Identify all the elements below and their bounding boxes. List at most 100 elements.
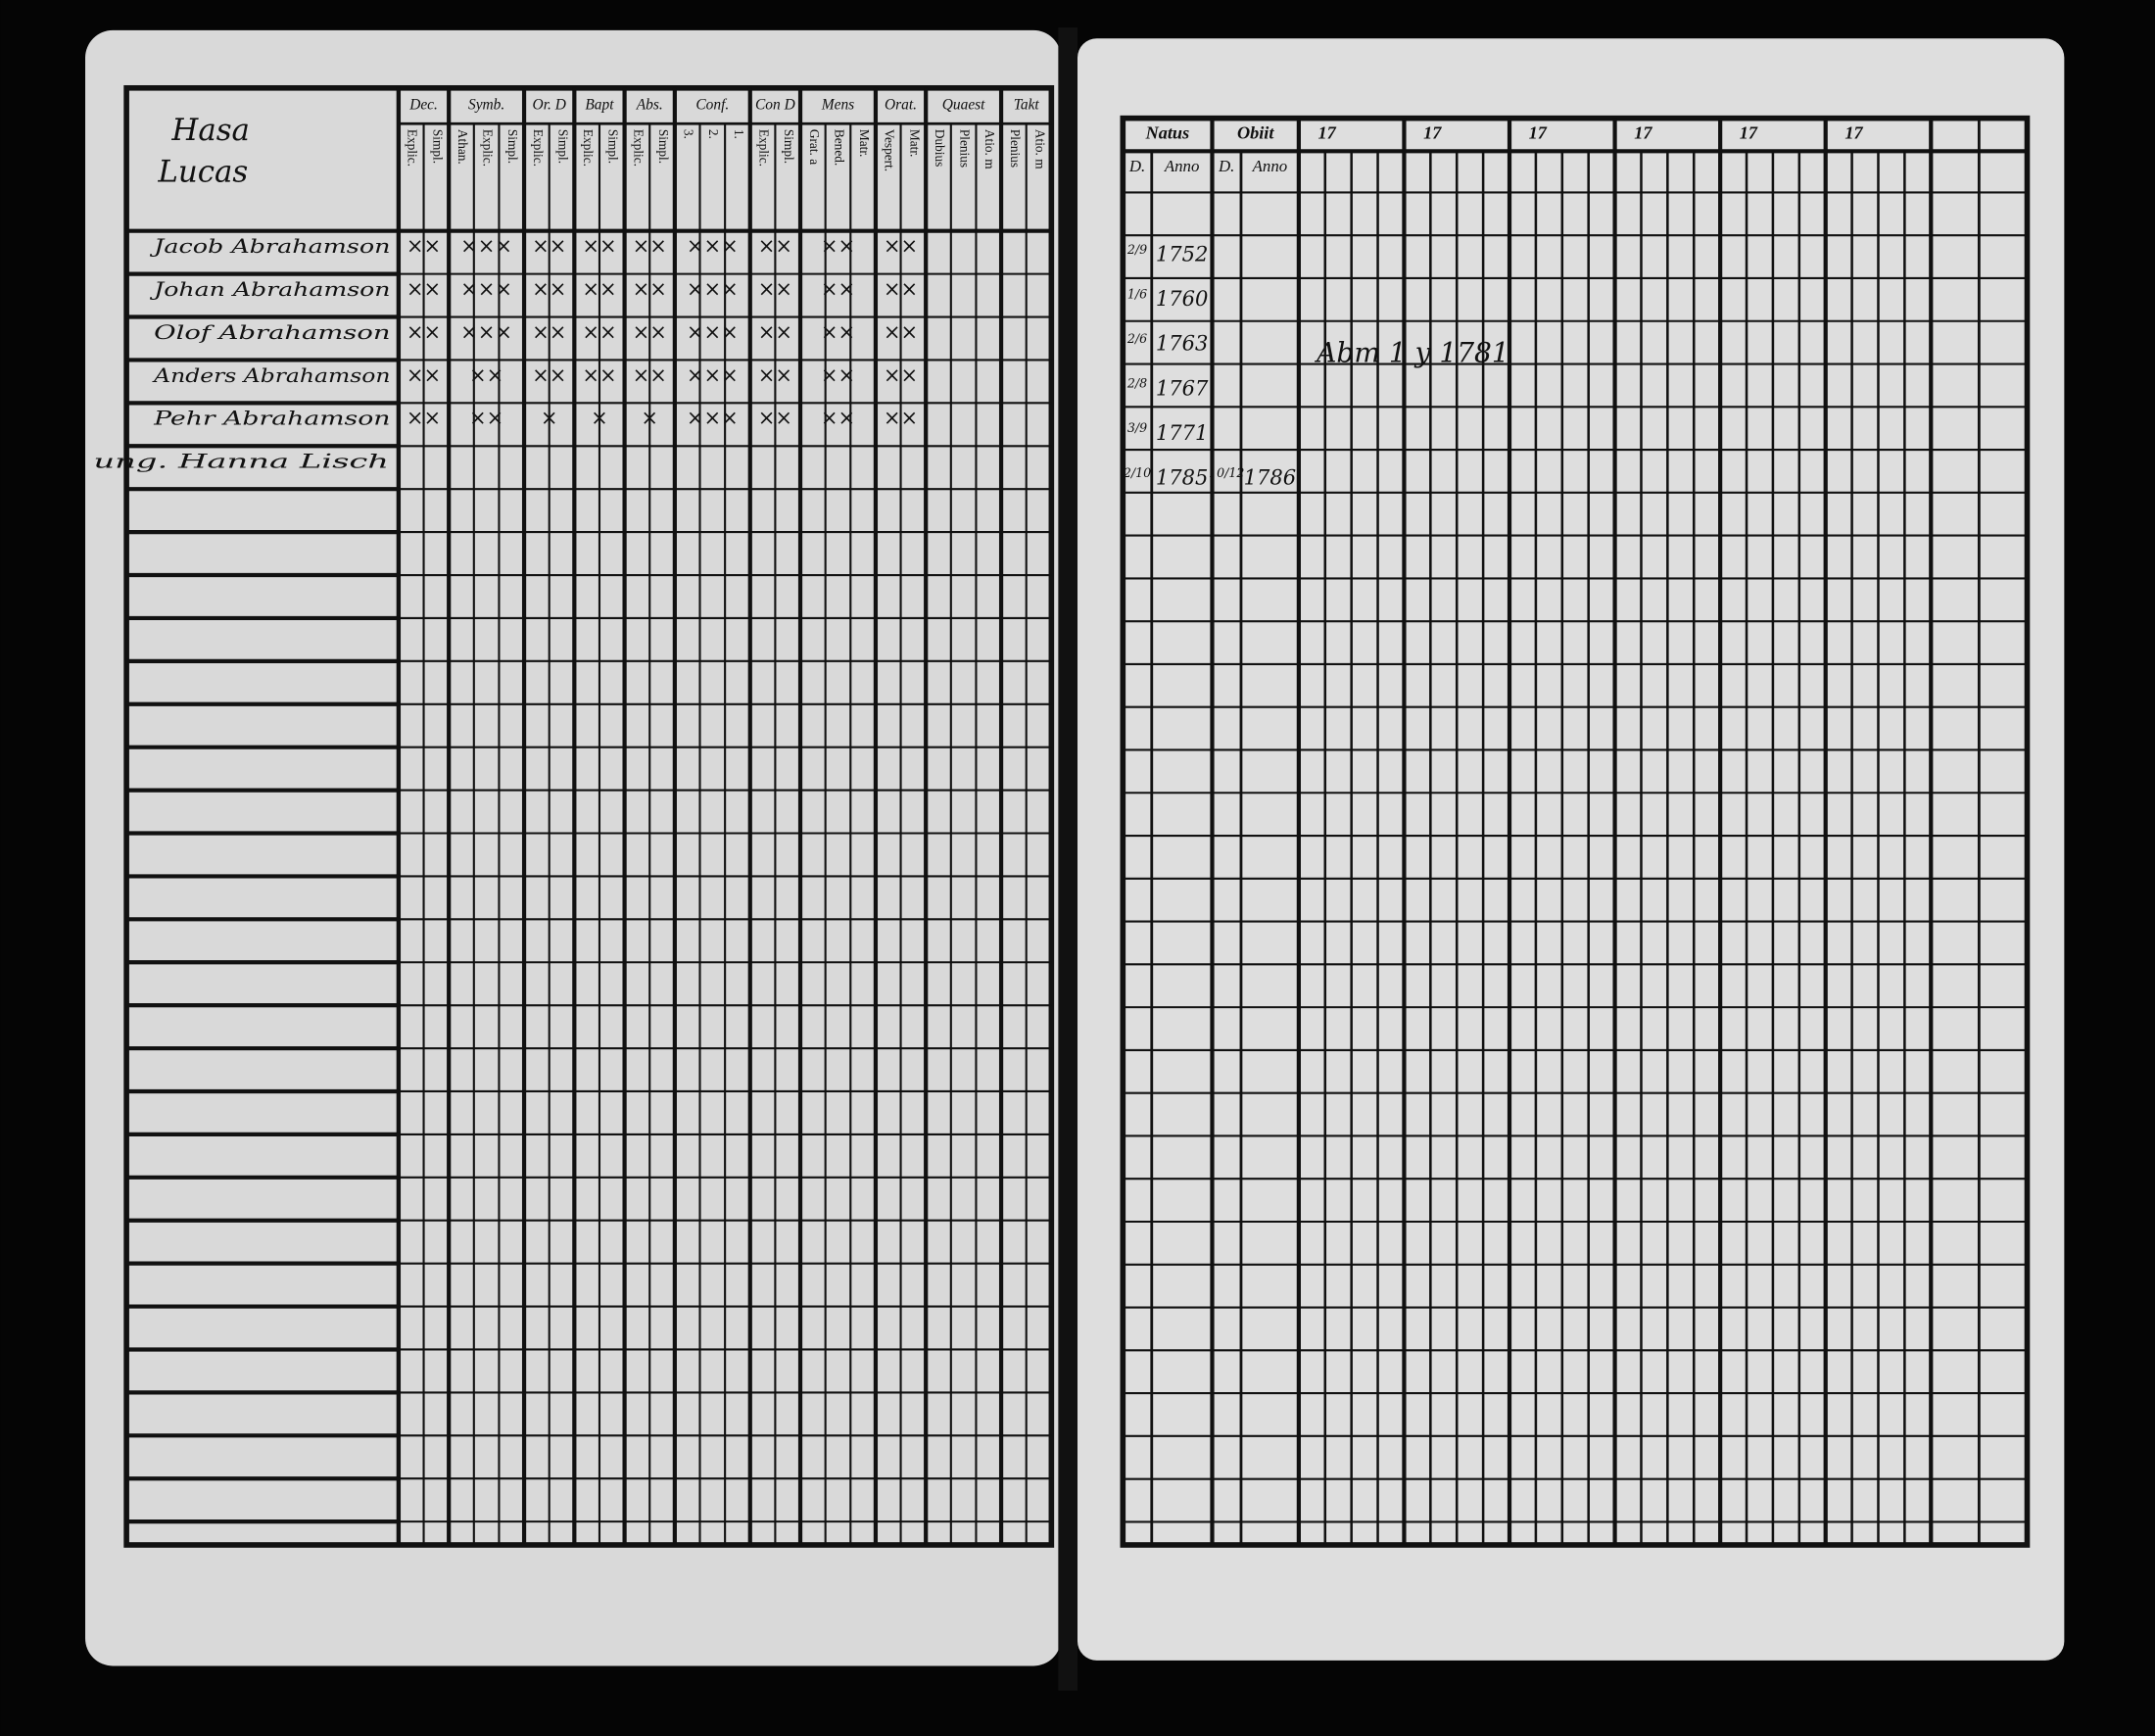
- entry-name: Olof Abrahamson: [154, 321, 390, 344]
- mark: ××: [407, 233, 441, 258]
- mark: ××: [532, 233, 566, 258]
- mark: ××: [407, 362, 441, 387]
- mark: ××: [532, 276, 566, 301]
- sub-header: Explic.: [581, 129, 596, 167]
- sub-header: 2.: [706, 129, 721, 139]
- mark: ××: [884, 406, 918, 430]
- mark: ××: [884, 276, 918, 301]
- group-header: Conf.: [695, 97, 729, 114]
- mark: ××: [469, 406, 503, 430]
- mark: ×××: [460, 233, 512, 258]
- register-title: Hasa: [170, 113, 250, 148]
- mark: ××: [884, 233, 918, 258]
- group-header: Bapt: [585, 97, 614, 114]
- group-header: 17: [1318, 123, 1337, 143]
- sub-header: Matr.: [857, 129, 872, 157]
- mark: ××: [758, 276, 792, 301]
- group-header: Dec.: [408, 97, 438, 114]
- birth-year: 1763: [1156, 331, 1209, 356]
- mark: ××: [582, 233, 616, 258]
- entry-name: Jacob Abrahamson: [149, 235, 390, 258]
- mark: ××: [633, 362, 667, 387]
- mark: ××: [758, 362, 792, 387]
- birth-year: 1767: [1156, 375, 1209, 400]
- birth-year: 1760: [1156, 286, 1209, 311]
- mark: ××: [469, 362, 503, 387]
- mark: ×××: [687, 233, 739, 258]
- sub-header: 3.: [682, 129, 696, 139]
- right-sheet: [1078, 38, 2065, 1661]
- group-header: Mens: [821, 97, 854, 114]
- mark: ×: [541, 406, 558, 430]
- mark: ××: [884, 362, 918, 387]
- sub-header: Plenius: [1008, 129, 1023, 168]
- mark: ××: [582, 276, 616, 301]
- birth-year: 1752: [1156, 241, 1209, 265]
- mark: ××: [633, 276, 667, 301]
- group-header: Quaest: [942, 97, 985, 114]
- mark: ××: [758, 406, 792, 430]
- mark: ×××: [460, 276, 512, 301]
- mark: ×: [641, 406, 658, 430]
- annotation: Abm 1 y 1781: [1314, 336, 1509, 368]
- birth-day: 1/6: [1127, 286, 1147, 301]
- group-header: 17: [1844, 123, 1863, 143]
- mark: ×××: [687, 406, 739, 430]
- mark: ××: [633, 319, 667, 344]
- group-header: 17: [1740, 123, 1758, 143]
- sub-header: Matr.: [907, 129, 922, 157]
- sub-header: Atio. m: [982, 129, 997, 169]
- sub-header: Anno: [1252, 157, 1288, 175]
- mark: ××: [821, 319, 855, 344]
- mark: ×××: [687, 362, 739, 387]
- sub-header: Simpl.: [606, 129, 621, 164]
- mark: ×: [591, 406, 608, 430]
- mark: ×××: [460, 319, 512, 344]
- birth-day: 2/10: [1123, 465, 1151, 480]
- sub-header: Explic.: [757, 129, 772, 167]
- birth-day: 2/9: [1126, 242, 1147, 257]
- mark: ××: [821, 362, 855, 387]
- mark: ××: [884, 319, 918, 344]
- mark: ××: [758, 319, 792, 344]
- sub-header: Simpl.: [430, 129, 445, 164]
- right-register: D. Anno D. Anno Natus Obiit 17 17 17 17 17 17 2/9 175…: [1120, 115, 2031, 1548]
- sub-header: D.: [1218, 157, 1234, 175]
- sub-header: Anno: [1164, 157, 1200, 175]
- sub-header: 1.: [732, 129, 746, 139]
- sub-header: Bened.: [832, 129, 846, 166]
- mark: ××: [582, 362, 616, 387]
- sub-header: Simpl.: [505, 129, 520, 164]
- sub-header: Explic.: [481, 129, 496, 167]
- mark: ×××: [687, 319, 739, 344]
- sub-header: Simpl.: [555, 129, 570, 164]
- death-day: 10/12: [1209, 465, 1244, 480]
- group-header: Obiit: [1237, 123, 1274, 143]
- sub-header: Dubius: [933, 129, 947, 167]
- register-title: Lucas: [157, 154, 248, 189]
- entry-name: Johan Abrahamson: [149, 278, 390, 301]
- mark: ××: [821, 276, 855, 301]
- mark: ××: [582, 319, 616, 344]
- group-header: Or. D: [533, 97, 566, 114]
- mark: ××: [407, 406, 441, 430]
- group-header: Natus: [1145, 123, 1190, 143]
- sub-header: Atio. m: [1032, 129, 1047, 169]
- table-frame: [123, 84, 1055, 1548]
- sub-header: Simpl.: [782, 129, 796, 164]
- sub-header: Explic.: [406, 129, 420, 167]
- birth-year: 1771: [1156, 420, 1209, 445]
- sub-header: Plenius: [958, 129, 973, 168]
- group-header: Abs.: [636, 97, 663, 114]
- mark: ××: [532, 319, 566, 344]
- table-frame: [1120, 115, 2031, 1548]
- mark: ××: [758, 233, 792, 258]
- birth-day: 3/9: [1127, 420, 1147, 435]
- entry-name: Pehr Abrahamson: [153, 408, 391, 430]
- sub-header: Simpl.: [656, 129, 671, 164]
- mark: ××: [532, 362, 566, 387]
- group-header: 17: [1529, 123, 1548, 143]
- mark: ××: [633, 233, 667, 258]
